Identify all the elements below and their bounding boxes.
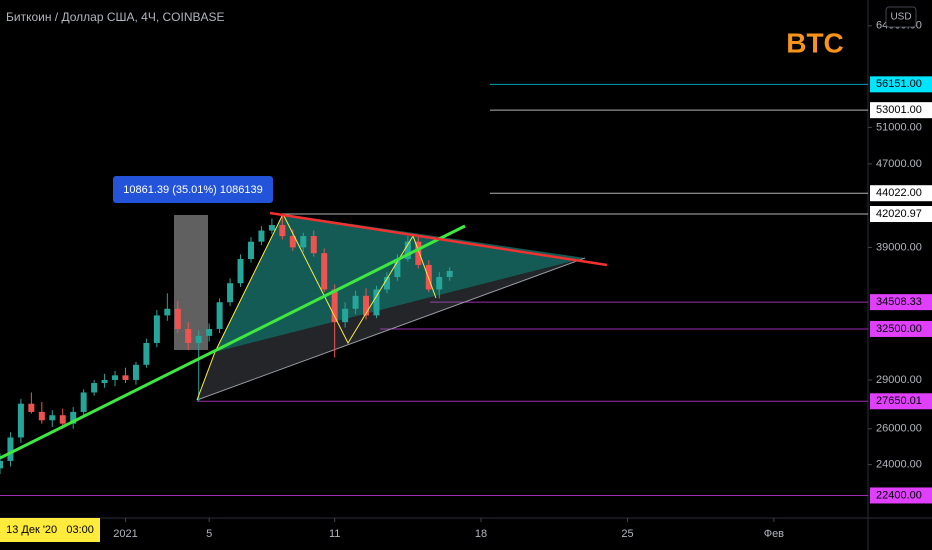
candle-body [310,236,317,254]
candle-body [247,241,254,260]
level-box [870,76,932,93]
candle-body [153,315,160,343]
candle-body [331,289,338,323]
x-tick-label: 5 [206,528,212,540]
level-box [870,185,932,202]
chart-title: Биткоин / Доллар США, 4Ч, COINBASE [6,10,225,24]
x-tick-label: Фев [764,528,784,540]
candle-body [185,328,192,343]
level-box [870,102,932,119]
candle-body [352,295,359,309]
candle-body [195,335,202,343]
candle-body [80,392,87,412]
x-tick-label: 11 [329,528,340,540]
candle-body [258,230,265,242]
level-label: 44022.00 [876,187,922,199]
candle-body [446,270,453,278]
measure-label: 10861.39 (35.01%) 1086139 [123,184,262,196]
candle-body [143,342,150,365]
levels [0,83,868,496]
candle-body [373,289,380,316]
candle-body [289,236,296,248]
level-box [870,393,932,410]
candle-body [436,277,443,290]
candle-body [112,375,119,380]
candle-body [70,411,77,424]
currency-button[interactable] [885,6,917,28]
candle-body [7,437,14,461]
y-tick-label: 51000.00 [876,121,922,133]
level-label: 27650.01 [876,395,922,407]
y-tick-label: 29000.00 [876,374,922,386]
y-tick-label: 47000.00 [876,158,922,170]
level-label: 32500.00 [876,323,922,335]
candle-body [216,302,223,329]
candle-body [28,403,35,412]
y-tick-label: 39000.00 [876,241,922,253]
candle-body [174,308,181,329]
candle-body [59,415,66,424]
level-box [870,487,932,504]
level-box [870,320,932,337]
candles [0,214,453,475]
level-label: 53001.00 [876,104,922,116]
candle-body [38,411,45,421]
candle-body [279,225,286,237]
candle-body [415,241,422,265]
candle-body [164,308,171,316]
axis: 64000.0051000.0047000.0039000.0029000.00… [113,20,932,540]
candle-body [363,295,370,316]
candle-body [394,259,401,278]
candle-body [237,259,244,284]
candle-body [49,415,56,421]
candle-body [404,241,411,260]
candle-body [0,460,3,469]
candle-body [101,379,108,384]
x-tick-label: 25 [621,528,633,540]
y-tick-label: 26000.00 [876,423,922,435]
level-label: 22400.00 [876,489,922,501]
trend-line [0,224,466,460]
candle-body [227,283,234,303]
measure-tooltip [113,176,273,203]
candle-body [268,225,275,231]
candle-body [300,236,307,248]
x-tick-label: 18 [475,528,487,540]
candle-body [91,383,98,393]
level-box [870,294,932,311]
level-label: 56151.00 [876,78,922,90]
x-tick-label: 2021 [113,528,137,540]
candle-body [383,277,390,290]
zigzag [214,212,437,353]
currency-label: USD [890,12,911,23]
y-tick-label: 24000.00 [876,459,922,471]
crosshair-box [0,518,100,542]
candle-body [206,328,213,336]
zigzag [196,351,216,401]
candle-body [17,403,24,438]
candle-body [342,308,349,323]
level-box [870,206,932,223]
candle-body [132,364,139,380]
candle-body [321,253,328,290]
level-label: 34508.33 [876,296,922,308]
trend-line [269,211,608,267]
symbol-label: BTC [786,27,844,58]
candle-body [122,375,129,380]
crosshair-label: 13 Дек '20 03:00 [6,524,94,536]
level-label: 42020.97 [876,208,922,220]
pattern-line [196,257,586,401]
